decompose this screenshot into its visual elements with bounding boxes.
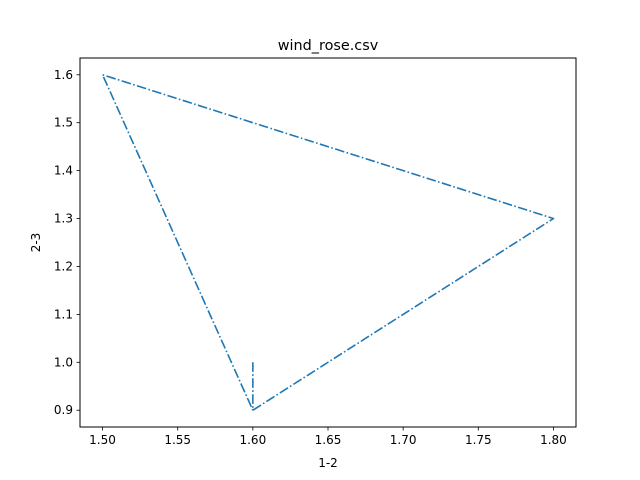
- series-line: [101, 73, 555, 412]
- x-tick-label: 1.70: [390, 433, 417, 447]
- y-tick-label: 1.4: [54, 164, 73, 178]
- x-tick-label: 1.80: [540, 433, 567, 447]
- y-tick-label: 1.1: [54, 307, 73, 321]
- x-tick-label: 1.55: [164, 433, 191, 447]
- y-tick-label: 0.9: [54, 403, 73, 417]
- series-layer: [101, 73, 555, 412]
- y-tick-label: 1.2: [54, 259, 73, 273]
- y-axis-label: 2-3: [29, 233, 43, 253]
- x-axis-label: 1-2: [318, 456, 338, 470]
- x-tick-label: 1.60: [239, 433, 266, 447]
- chart-title: wind_rose.csv: [278, 38, 379, 54]
- y-tick-label: 1.6: [54, 68, 73, 82]
- ticks-layer: 1.50 1.55 1.60 1.65 1.70 1.75 1.80 0.9 1.0 1.1 1.2…: [54, 68, 567, 447]
- plot-area: [80, 58, 576, 427]
- x-tick-label: 1.50: [89, 433, 116, 447]
- x-tick-label: 1.75: [465, 433, 492, 447]
- plot-frame: [79, 57, 577, 428]
- y-tick-label: 1.5: [54, 116, 73, 130]
- y-tick-label: 1.0: [54, 355, 73, 369]
- x-tick-label: 1.65: [315, 433, 342, 447]
- y-tick-label: 1.3: [54, 212, 73, 226]
